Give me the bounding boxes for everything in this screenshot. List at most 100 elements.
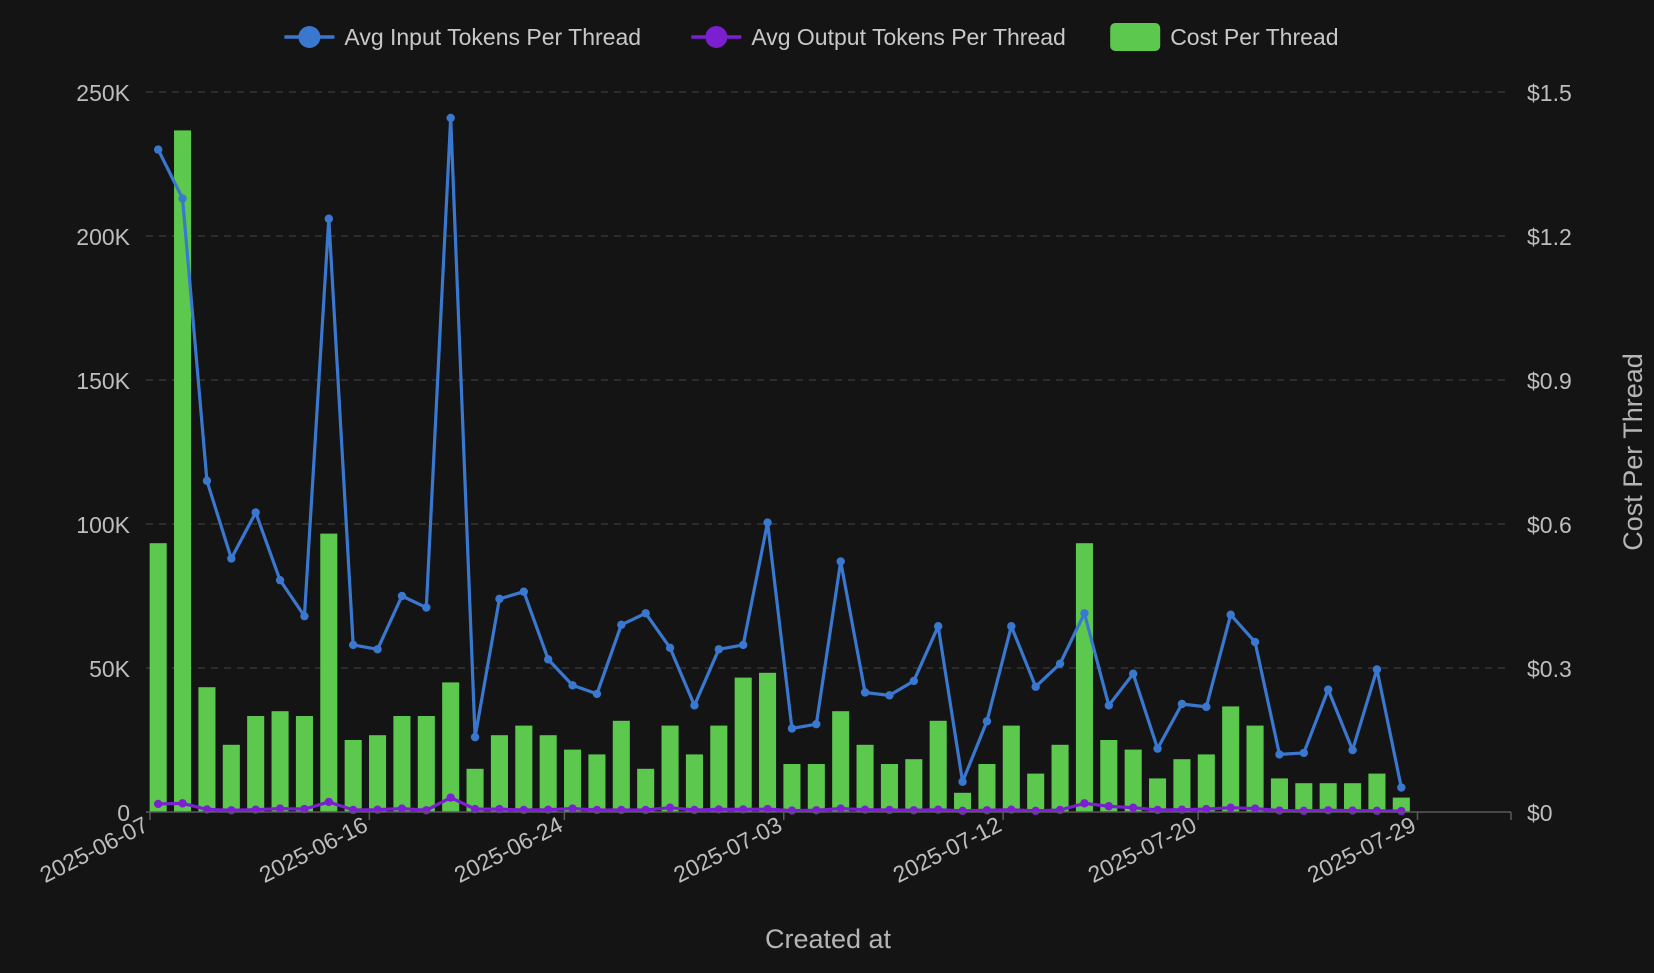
output-tokens-point (787, 806, 797, 815)
legend-circle-swatch (705, 26, 728, 48)
input-tokens-point (446, 113, 455, 123)
input-tokens-point (592, 689, 602, 699)
cost-bar (539, 735, 557, 812)
output-tokens-point (1397, 806, 1406, 816)
input-tokens-point (543, 655, 553, 664)
cost-bar (832, 711, 850, 812)
input-tokens-point (1323, 685, 1333, 694)
output-tokens-point (1299, 806, 1309, 816)
input-tokens-point (1080, 609, 1089, 618)
output-tokens-point (1128, 803, 1138, 812)
output-tokens-point (1104, 802, 1114, 811)
input-tokens-point (178, 194, 187, 203)
cost-bar (759, 672, 777, 812)
input-tokens-point (860, 688, 870, 697)
cost-bar (1392, 797, 1410, 812)
output-tokens-point (690, 805, 699, 815)
y-left-tick-label: 150K (76, 368, 130, 394)
input-tokens-point (1153, 744, 1162, 753)
input-tokens-point (251, 508, 260, 517)
legend-item-input-tokens: Avg Input Tokens Per Thread (284, 24, 641, 50)
cost-bar (1270, 778, 1288, 812)
cost-bar (466, 768, 484, 812)
cost-bar (1124, 749, 1142, 812)
output-tokens-point (641, 805, 650, 815)
output-tokens-point (958, 806, 967, 816)
cost-bar (344, 740, 362, 812)
cost-bar (295, 716, 313, 812)
output-tokens-point (1080, 799, 1089, 808)
y-axis-right-title: Cost Per Thread (1618, 353, 1648, 551)
input-tokens-point (1202, 702, 1211, 712)
input-tokens-point (519, 587, 529, 596)
cost-bar (174, 130, 192, 812)
input-tokens-point (1299, 748, 1309, 758)
input-tokens-point (812, 719, 821, 729)
cost-bar (1051, 744, 1069, 812)
x-tick-label: 2025-06-24 (450, 811, 567, 888)
output-tokens-point (519, 805, 529, 815)
input-tokens-point (1250, 637, 1260, 647)
input-tokens-point (275, 575, 285, 585)
input-tokens-point (568, 681, 577, 690)
output-tokens-point (446, 793, 455, 802)
input-tokens-point (763, 518, 772, 527)
cost-bar (417, 716, 435, 812)
output-tokens-point (665, 803, 675, 812)
output-tokens-point (1226, 803, 1235, 812)
output-tokens-point (812, 806, 821, 815)
cost-bar (807, 764, 825, 812)
output-tokens-point (397, 804, 407, 813)
cost-bar (929, 720, 947, 812)
x-tick-label: 2025-06-07 (36, 811, 153, 888)
cost-bar (1368, 773, 1386, 812)
input-tokens-point (1177, 699, 1187, 709)
y-left-tick-label: 250K (76, 80, 130, 106)
cost-bar (149, 543, 167, 812)
output-tokens-point (1250, 804, 1260, 813)
cost-bar (1319, 783, 1337, 812)
input-tokens-point (300, 611, 309, 621)
legend-label: Cost Per Thread (1170, 24, 1338, 50)
input-tokens-point (470, 732, 480, 742)
output-tokens-point (885, 805, 894, 815)
cost-bar (247, 716, 265, 812)
y-right-tick-label: $1.5 (1527, 80, 1572, 106)
output-tokens-point (227, 806, 236, 815)
input-tokens-point (1226, 610, 1235, 619)
input-tokens-point (1055, 659, 1065, 668)
legend-label: Avg Input Tokens Per Thread (344, 24, 641, 50)
cost-bar (1002, 725, 1020, 812)
x-tick-label: 2025-07-03 (669, 811, 786, 888)
output-tokens-point (470, 804, 480, 814)
y-left-tick-label: 0 (117, 800, 130, 826)
output-tokens-line (156, 795, 1403, 813)
input-tokens-point (373, 645, 382, 654)
cost-bar (198, 687, 216, 812)
cost-bar (490, 735, 508, 812)
output-tokens-point (763, 804, 772, 814)
chart-legend: Avg Input Tokens Per Thread Avg Output To… (284, 23, 1339, 51)
output-tokens-point (592, 805, 602, 815)
input-tokens-point (422, 603, 431, 612)
input-tokens-point (1348, 745, 1357, 755)
cost-bar (222, 744, 240, 812)
output-tokens-point (617, 805, 626, 815)
cost-bar (564, 749, 582, 812)
input-tokens-point (982, 717, 992, 726)
grid-lines (146, 91, 1511, 669)
cost-bar (685, 754, 703, 812)
cost-bar (880, 764, 898, 812)
legend-circle-swatch (298, 26, 321, 48)
output-tokens-point (909, 806, 919, 815)
cost-bar (734, 677, 752, 812)
chart-axes: 0 50K 100K 150K 200K 250K $0 $0.3 $0.6 $0.9 $1.2 $1… (36, 80, 1572, 888)
y-right-tick-label: $1.2 (1527, 224, 1572, 250)
output-tokens-point (568, 804, 577, 813)
input-tokens-point (1128, 669, 1138, 678)
output-tokens-point (324, 797, 334, 807)
cost-bar (1149, 778, 1167, 812)
output-tokens-point (1153, 805, 1162, 815)
cost-bar (271, 711, 289, 812)
cost-bar (783, 764, 801, 812)
